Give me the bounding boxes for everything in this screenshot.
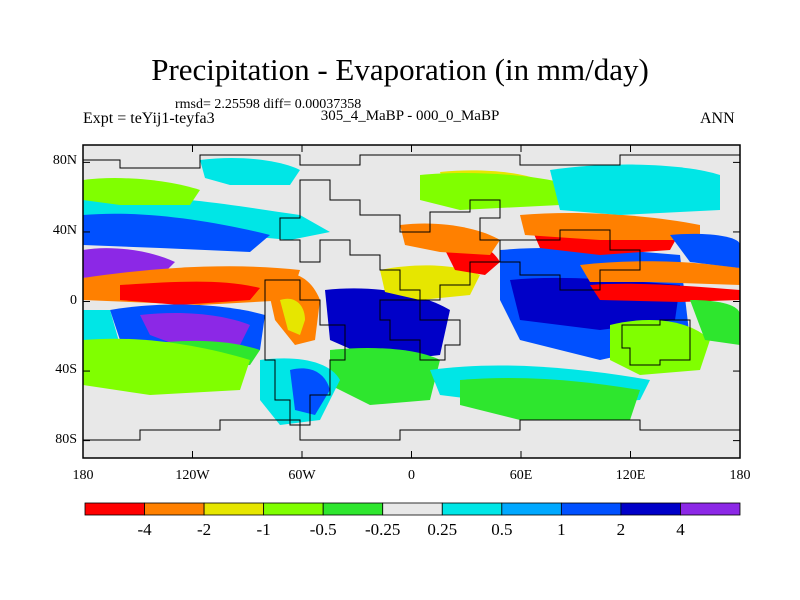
coastline-layer (83, 154, 740, 441)
field-tethys-blue (325, 288, 450, 362)
coastline-antarctica (83, 419, 740, 441)
colorbar-swatch (263, 502, 324, 516)
lat-tick-label: 0 (70, 292, 77, 308)
field-ne-green-east (690, 300, 740, 345)
colorbar-swatch (501, 502, 562, 516)
map-plot-area (83, 145, 740, 458)
lon-tick-label: 180 (72, 468, 94, 483)
field-ne-orange (520, 213, 700, 240)
field-north-green (420, 173, 570, 210)
colorbar-swatch (560, 502, 622, 516)
field-america-yellow (280, 298, 305, 335)
lon-tick-label: 180 (729, 468, 751, 483)
experiment-label: Expt = teYij1-teyfa3 (83, 110, 215, 127)
lat-tick-label: 80N (52, 153, 77, 169)
coastline-asia (499, 229, 641, 291)
field-subtropic-red (120, 281, 260, 305)
lon-tick-label: 60E (509, 468, 533, 483)
colorbar-swatch (84, 502, 145, 516)
lon-tick-label: 0 (408, 468, 415, 483)
lon-tick-label: 120E (615, 468, 646, 483)
colorbar-label: -4 (137, 520, 152, 539)
coastline-laurasia (279, 179, 501, 301)
lat-tick-label: 80S (55, 431, 77, 447)
lat-tick-label: 40N (52, 222, 77, 238)
field-south-pacific-purple (140, 313, 250, 350)
colorbar-label: 4 (676, 520, 685, 539)
colorbar-label: -0.5 (309, 520, 337, 539)
field-east-red-band (590, 283, 740, 302)
coastline-australia (621, 319, 691, 366)
field-gondwana-yellow (380, 265, 480, 300)
lon-tick-label: 60W (288, 468, 316, 483)
period-label: 305_4_MaBP - 000_0_MaBP (320, 108, 500, 124)
colorbar-swatch (382, 502, 443, 516)
field-east-orange-band (580, 261, 740, 285)
colorbar-swatch (620, 502, 681, 516)
colorbar-label: 1 (557, 520, 566, 539)
field-north-cyan (550, 164, 720, 215)
field-south-atlantic-green (330, 348, 440, 405)
field-australia-green (610, 320, 710, 375)
colorbar-label: -2 (196, 520, 212, 539)
coastline-africa (379, 299, 461, 361)
colorbar-swatch (144, 502, 205, 516)
colorbar (84, 502, 741, 516)
field-laurasia-orange (400, 223, 500, 255)
axis-ticks (82, 145, 741, 458)
field-nw-green (83, 178, 200, 205)
colorbar-label: -1 (256, 520, 271, 539)
field-ne-blue-cell (670, 233, 740, 268)
lat-tick-label: 40S (55, 362, 77, 378)
coastline-north-polar (83, 154, 740, 169)
colorbar-label: 0.5 (491, 520, 513, 539)
coastline-gondwana (264, 279, 346, 426)
colorbar-swatch (441, 502, 503, 516)
lon-tick-label: 120W (175, 468, 210, 483)
colorbar-swatch (322, 502, 384, 516)
colorbar-swatch (680, 502, 741, 516)
plot-title: Precipitation - Evaporation (in mm/day) (151, 52, 649, 87)
field-far-south-green (83, 338, 250, 395)
field-nh-pacific-blue (83, 213, 270, 252)
stats-line: rmsd= 2.25598 diff= 0.00037358 (175, 97, 362, 112)
field-southern-ocean-green (460, 378, 640, 420)
colorbar-label: 0.25 (427, 520, 458, 539)
colorbar-label: 2 (616, 520, 626, 539)
field-nw-cyan-spots (200, 158, 300, 185)
field-layer (83, 158, 740, 425)
season-label: ANN (700, 110, 735, 127)
field-south-atlantic-blue (290, 368, 330, 415)
colorbar-label: -0.25 (365, 520, 401, 539)
colorbar-swatch (203, 502, 265, 516)
